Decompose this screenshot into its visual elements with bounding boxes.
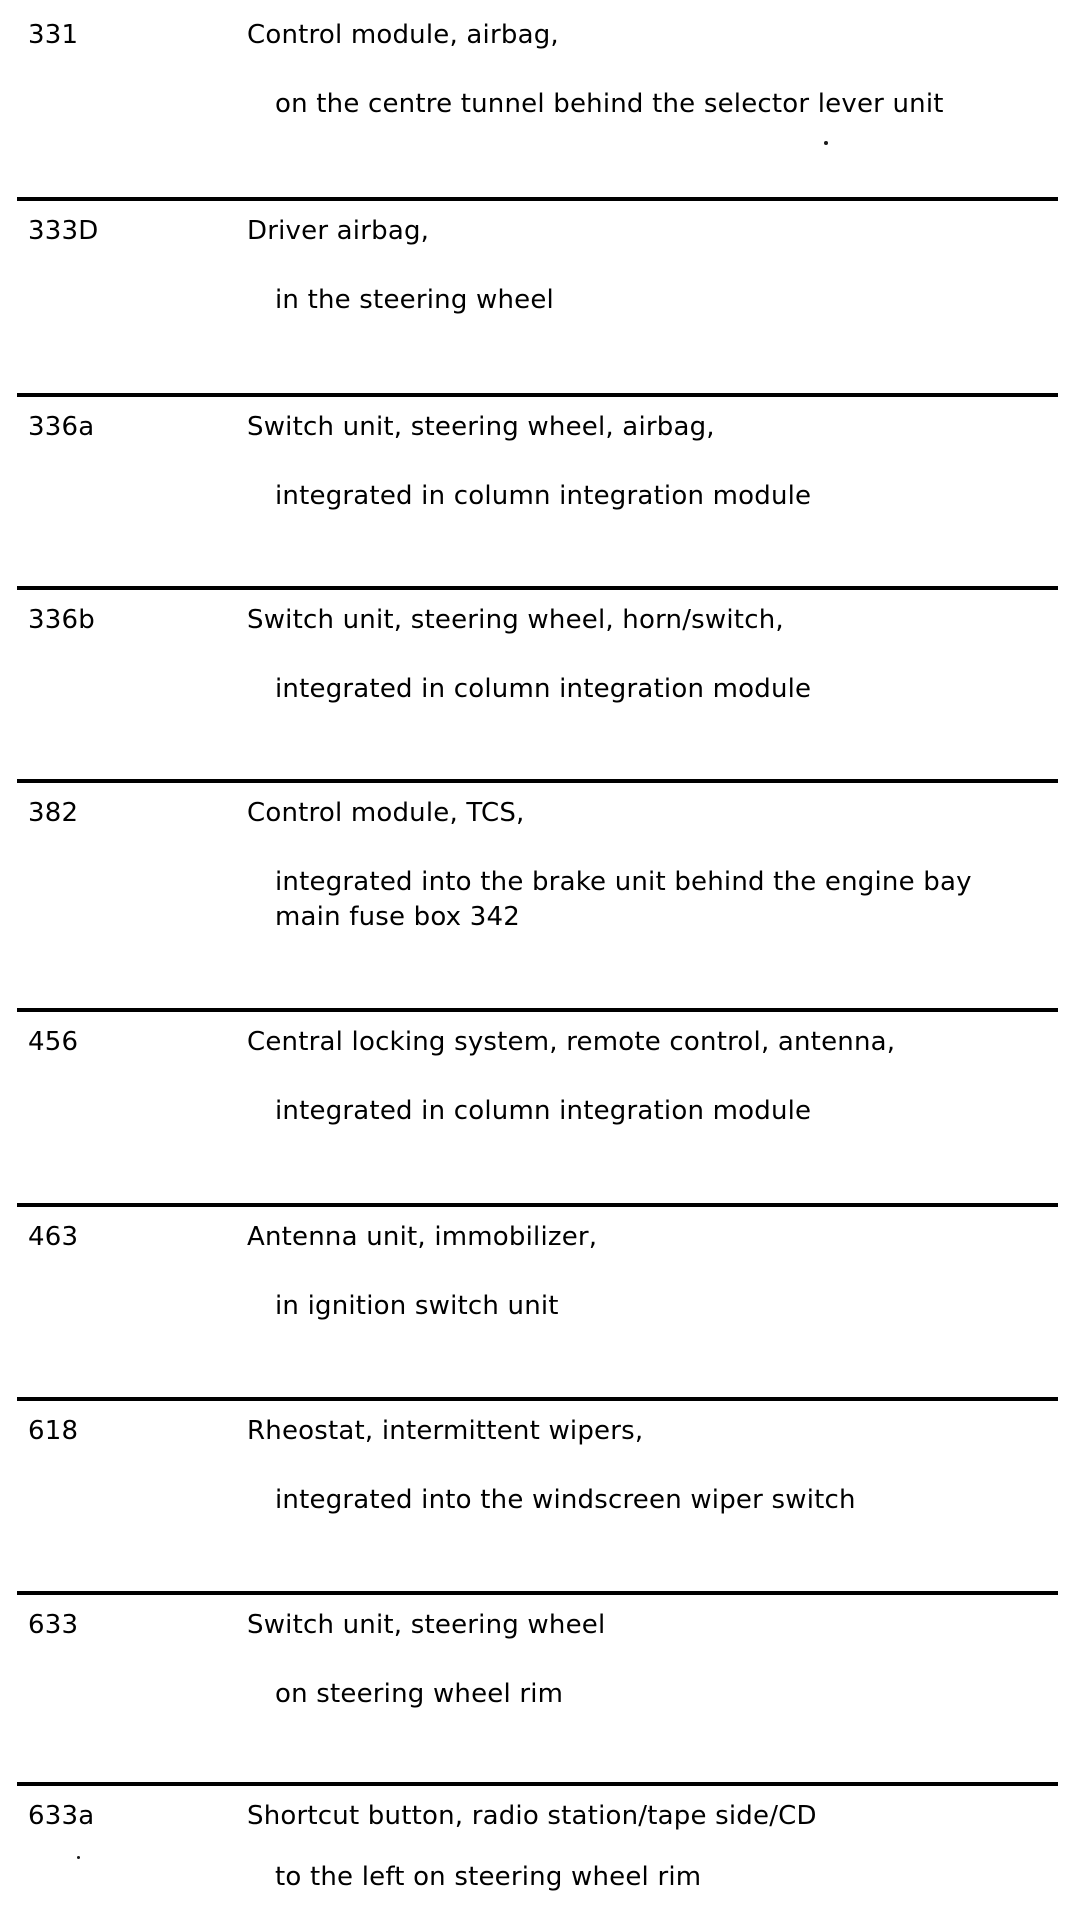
component-location: on the centre tunnel behind the selector… bbox=[275, 87, 1065, 122]
component-row: 333D Driver airbag, in the steering whee… bbox=[0, 197, 1088, 393]
component-name: Switch unit, steering wheel bbox=[247, 1610, 606, 1640]
component-code: 463 bbox=[28, 1222, 79, 1252]
component-name: Driver airbag, bbox=[247, 216, 430, 246]
component-row: 618 Rheostat, intermittent wipers, integ… bbox=[0, 1397, 1088, 1591]
component-location-line: on steering wheel rim bbox=[275, 1679, 564, 1709]
row-divider bbox=[17, 1782, 1058, 1786]
component-location-line: integrated in column integration module bbox=[275, 1096, 812, 1126]
component-name: Antenna unit, immobilizer, bbox=[247, 1222, 598, 1252]
component-row: 456 Central locking system, remote contr… bbox=[0, 1008, 1088, 1203]
component-location-line: integrated in column integration module bbox=[275, 481, 812, 511]
component-location: integrated into the brake unit behind th… bbox=[275, 865, 1065, 935]
row-divider bbox=[17, 1591, 1058, 1595]
row-divider bbox=[17, 197, 1058, 201]
row-divider bbox=[17, 393, 1058, 397]
component-name: Switch unit, steering wheel, airbag, bbox=[247, 412, 715, 442]
component-row: 463 Antenna unit, immobilizer, in igniti… bbox=[0, 1203, 1088, 1397]
component-code: 336a bbox=[28, 412, 95, 442]
row-divider bbox=[17, 1397, 1058, 1401]
component-location: to the left on steering wheel rim bbox=[275, 1860, 1065, 1895]
component-location-line: to the left on steering wheel rim bbox=[275, 1862, 702, 1892]
component-code: 633 bbox=[28, 1610, 79, 1640]
row-divider bbox=[17, 586, 1058, 590]
component-location-line: integrated into the windscreen wiper swi… bbox=[275, 1485, 856, 1515]
component-name: Control module, TCS, bbox=[247, 798, 525, 828]
component-code: 618 bbox=[28, 1416, 79, 1446]
component-row: 382 Control module, TCS, integrated into… bbox=[0, 779, 1088, 1008]
component-code: 333D bbox=[28, 216, 99, 246]
scan-artifact-dot bbox=[824, 141, 828, 145]
component-location-line: integrated in column integration module bbox=[275, 674, 812, 704]
row-divider bbox=[17, 779, 1058, 783]
component-location: integrated in column integration module bbox=[275, 672, 1065, 707]
component-code: 336b bbox=[28, 605, 95, 635]
component-location-line: in ignition switch unit bbox=[275, 1291, 559, 1321]
component-name: Switch unit, steering wheel, horn/switch… bbox=[247, 605, 784, 635]
component-code: 633a bbox=[28, 1801, 95, 1831]
row-divider bbox=[17, 1203, 1058, 1207]
component-code: 331 bbox=[28, 20, 79, 50]
component-location-line: integrated into the brake unit behind th… bbox=[275, 867, 972, 897]
component-location-line: on the centre tunnel behind the selector… bbox=[275, 89, 944, 119]
component-row: 633 Switch unit, steering wheel on steer… bbox=[0, 1591, 1088, 1782]
component-location: integrated into the windscreen wiper swi… bbox=[275, 1483, 1065, 1518]
component-location: on steering wheel rim bbox=[275, 1677, 1065, 1712]
component-row: 633a Shortcut button, radio station/tape… bbox=[0, 1782, 1088, 1916]
component-row: 336b Switch unit, steering wheel, horn/s… bbox=[0, 586, 1088, 779]
component-name: Control module, airbag, bbox=[247, 20, 559, 50]
component-code: 382 bbox=[28, 798, 79, 828]
row-divider bbox=[17, 1008, 1058, 1012]
scan-artifact-dot bbox=[77, 1856, 80, 1859]
component-row: 331 Control module, airbag, on the centr… bbox=[0, 0, 1088, 197]
component-location: in the steering wheel bbox=[275, 283, 1065, 318]
component-name: Shortcut button, radio station/tape side… bbox=[247, 1801, 817, 1831]
component-location-line: main fuse box 342 bbox=[275, 902, 520, 932]
component-row: 336a Switch unit, steering wheel, airbag… bbox=[0, 393, 1088, 586]
component-code: 456 bbox=[28, 1027, 79, 1057]
component-name: Rheostat, intermittent wipers, bbox=[247, 1416, 644, 1446]
component-location: in ignition switch unit bbox=[275, 1289, 1065, 1324]
component-location-line: in the steering wheel bbox=[275, 285, 554, 315]
component-location: integrated in column integration module bbox=[275, 1094, 1065, 1129]
component-name: Central locking system, remote control, … bbox=[247, 1027, 896, 1057]
component-location: integrated in column integration module bbox=[275, 479, 1065, 514]
